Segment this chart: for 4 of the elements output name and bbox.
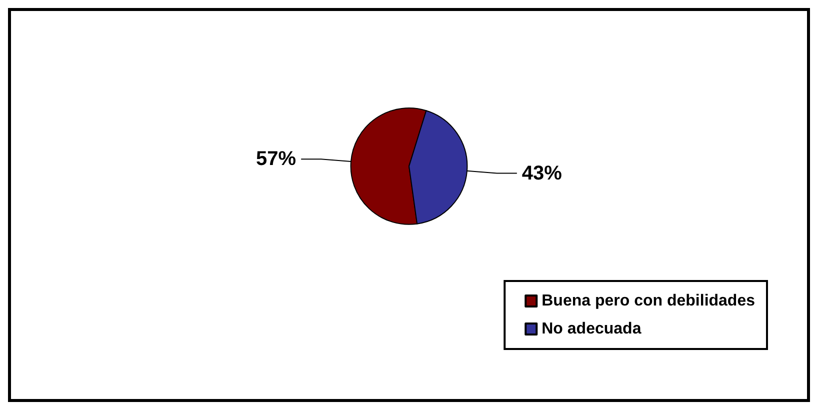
data-label: 43% — [522, 162, 562, 184]
legend-label: No adecuada — [542, 320, 642, 338]
data-label: 57% — [256, 148, 296, 170]
legend-label: Buena pero con debilidades — [542, 292, 756, 310]
